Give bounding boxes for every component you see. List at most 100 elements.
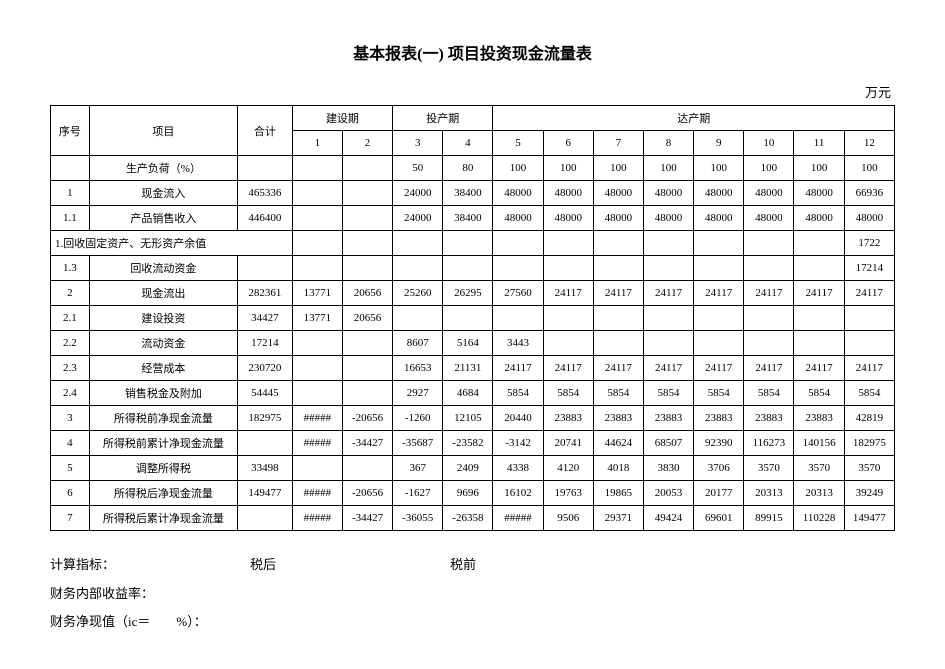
cell: 20741 xyxy=(543,431,593,456)
cell xyxy=(493,256,543,281)
header-item: 项目 xyxy=(89,106,237,156)
cell: 3443 xyxy=(493,331,543,356)
cell: 16653 xyxy=(393,356,443,381)
row-item: 调整所得税 xyxy=(89,456,237,481)
cell: 19763 xyxy=(543,481,593,506)
row-seq: 2.2 xyxy=(51,331,90,356)
cell: 24117 xyxy=(844,356,894,381)
cell: 24117 xyxy=(643,281,693,306)
cell: 24117 xyxy=(543,281,593,306)
header-period-6: 6 xyxy=(543,131,593,156)
cell: 24000 xyxy=(393,206,443,231)
cell xyxy=(493,231,543,256)
before-tax-label: 税前 xyxy=(450,551,650,580)
cell: 24117 xyxy=(794,281,844,306)
header-period-11: 11 xyxy=(794,131,844,156)
cell xyxy=(443,231,493,256)
cell: 20053 xyxy=(643,481,693,506)
row-total: 230720 xyxy=(238,356,293,381)
cell xyxy=(694,231,744,256)
cell: 24117 xyxy=(844,281,894,306)
cell: 3570 xyxy=(744,456,794,481)
cell: 140156 xyxy=(794,431,844,456)
header-period-1: 1 xyxy=(292,131,342,156)
cell: 48000 xyxy=(694,181,744,206)
cell xyxy=(493,306,543,331)
cell xyxy=(292,231,342,256)
irr-label: 财务内部收益率： xyxy=(50,580,154,609)
cell xyxy=(694,256,744,281)
cell: 3570 xyxy=(794,456,844,481)
row-seq: 6 xyxy=(51,481,90,506)
cell: 24117 xyxy=(593,356,643,381)
cell xyxy=(342,456,392,481)
cell xyxy=(744,256,794,281)
row-item: 所得税前净现金流量 xyxy=(89,406,237,431)
row-total: 446400 xyxy=(238,206,293,231)
cell: 20656 xyxy=(342,306,392,331)
cell xyxy=(643,306,693,331)
cell: 29371 xyxy=(593,506,643,531)
row-special-label: 1.回收固定资产、无形资产余值 xyxy=(51,231,293,256)
row-item: 生产负荷（%） xyxy=(89,156,237,181)
row-total: 465336 xyxy=(238,181,293,206)
row-total: 149477 xyxy=(238,481,293,506)
row-seq: 4 xyxy=(51,431,90,456)
header-period-4: 4 xyxy=(443,131,493,156)
cell xyxy=(292,356,342,381)
cell xyxy=(543,231,593,256)
header-period-12: 12 xyxy=(844,131,894,156)
cell: 49424 xyxy=(643,506,693,531)
cell: 1722 xyxy=(844,231,894,256)
cell xyxy=(794,256,844,281)
cell: 9506 xyxy=(543,506,593,531)
cell: 4018 xyxy=(593,456,643,481)
cell: 48000 xyxy=(794,181,844,206)
cell xyxy=(292,256,342,281)
cell: 92390 xyxy=(694,431,744,456)
cell: ##### xyxy=(292,506,342,531)
row-seq: 1 xyxy=(51,181,90,206)
cell xyxy=(342,381,392,406)
cell: 100 xyxy=(593,156,643,181)
cell: 48000 xyxy=(744,206,794,231)
cell xyxy=(643,231,693,256)
cell: 24117 xyxy=(643,356,693,381)
cell xyxy=(543,331,593,356)
cell xyxy=(794,231,844,256)
cell: 5164 xyxy=(443,331,493,356)
row-total xyxy=(238,431,293,456)
cell: 367 xyxy=(393,456,443,481)
cell xyxy=(292,456,342,481)
header-period-9: 9 xyxy=(694,131,744,156)
row-total: 282361 xyxy=(238,281,293,306)
cell: 89915 xyxy=(744,506,794,531)
cell xyxy=(844,331,894,356)
cell: ##### xyxy=(493,506,543,531)
cell: 5854 xyxy=(744,381,794,406)
cell: -35687 xyxy=(393,431,443,456)
cell xyxy=(643,256,693,281)
header-seq: 序号 xyxy=(51,106,90,156)
cell xyxy=(292,181,342,206)
cell: 9696 xyxy=(443,481,493,506)
cell xyxy=(593,331,643,356)
cell: 38400 xyxy=(443,206,493,231)
cell: 100 xyxy=(694,156,744,181)
cell: -23582 xyxy=(443,431,493,456)
cell xyxy=(342,206,392,231)
unit-label: 万元 xyxy=(50,82,895,101)
cell: 100 xyxy=(543,156,593,181)
cell: 5854 xyxy=(593,381,643,406)
cell: -1627 xyxy=(393,481,443,506)
cell: 13771 xyxy=(292,281,342,306)
row-item: 经营成本 xyxy=(89,356,237,381)
cell xyxy=(744,231,794,256)
row-seq: 3 xyxy=(51,406,90,431)
cell: 5854 xyxy=(543,381,593,406)
cell xyxy=(643,331,693,356)
cell: 149477 xyxy=(844,506,894,531)
cell: 39249 xyxy=(844,481,894,506)
cell: 66936 xyxy=(844,181,894,206)
cell: 48000 xyxy=(493,181,543,206)
